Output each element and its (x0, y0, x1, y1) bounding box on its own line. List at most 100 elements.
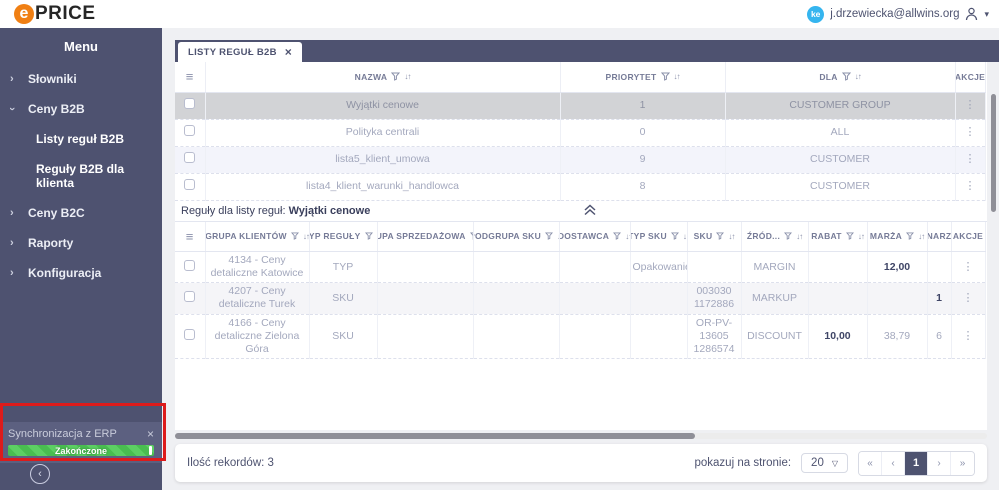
page-size-value: 20 (811, 457, 824, 469)
row-checkbox[interactable] (184, 151, 196, 163)
filter-icon[interactable] (841, 72, 851, 82)
sort-icon[interactable]: ↓↑ (557, 232, 558, 241)
footer-bar: Ilość rekordów: 3 pokazuj na stronie: 20… (175, 444, 987, 482)
sidebar-item-listy-regul-b2b[interactable]: Listy reguł B2B (36, 132, 125, 146)
collapse-section-icon[interactable] (583, 203, 597, 216)
chevron-right-icon: › (10, 73, 14, 85)
row-actions-icon[interactable]: ⋮ (964, 179, 976, 192)
row-checkbox[interactable] (184, 259, 196, 271)
sidebar-item-raporty[interactable]: › Raporty (0, 228, 162, 258)
column-header-akcje: AKCJE (952, 231, 984, 242)
chevron-right-icon: › (10, 237, 14, 249)
row-actions-icon[interactable]: ⋮ (962, 260, 974, 273)
column-header-priorytet[interactable]: PRIORYTET (605, 71, 657, 82)
filter-icon[interactable] (613, 232, 622, 241)
tab-bar: LISTY REGUŁ B2B × (175, 40, 999, 62)
filter-icon[interactable] (364, 232, 373, 241)
sidebar-item-label: Ceny B2B (28, 102, 85, 116)
filter-icon[interactable] (670, 232, 679, 241)
next-page-button[interactable]: › (928, 451, 951, 475)
row-actions-icon[interactable]: ⋮ (962, 291, 974, 304)
table-row[interactable]: 4207 - Ceny detaliczne Turek SKU 003030 … (175, 282, 986, 315)
column-header-marza[interactable]: MARŻA (869, 231, 903, 242)
horizontal-scrollbar-thumb[interactable] (175, 433, 695, 439)
first-page-button[interactable]: « (859, 451, 882, 475)
sort-icon[interactable]: ↓↑ (682, 231, 686, 241)
sidebar-collapse-button[interactable]: ‹ (30, 464, 50, 484)
sort-icon[interactable]: ↓↑ (857, 231, 865, 241)
sidebar-item-reguly-b2b-dla-klienta[interactable]: Reguły B2B dla klienta (36, 162, 125, 190)
close-icon[interactable]: × (146, 427, 154, 441)
sort-icon[interactable]: ↓↑ (302, 231, 309, 241)
filter-icon[interactable] (784, 232, 793, 241)
column-header-narzut[interactable]: NARZ (927, 231, 951, 242)
sidebar-item-label: Słowniki (28, 72, 77, 86)
sort-icon[interactable]: ↓↑ (728, 231, 735, 241)
column-header-dostawca[interactable]: DOSTAWCA (559, 231, 610, 242)
column-header-sku[interactable]: SKU (693, 231, 713, 242)
sidebar-item-ceny-b2b[interactable]: › Ceny B2B (0, 94, 162, 124)
table-row[interactable]: 4166 - Ceny detaliczne Zielona Góra SKU … (175, 314, 986, 359)
sidebar-item-konfiguracja[interactable]: › Konfiguracja (0, 258, 162, 288)
row-actions-icon[interactable]: ⋮ (964, 152, 976, 165)
table-row[interactable]: Wyjątki cenowe 1 CUSTOMER GROUP ⋮ (175, 92, 986, 120)
table-row[interactable]: 4134 - Ceny detaliczne Katowice TYP Opak… (175, 251, 986, 284)
filter-icon[interactable] (391, 72, 401, 82)
sort-icon[interactable]: ↓↑ (673, 72, 681, 82)
dropdown-triangle-icon: ▽ (831, 458, 838, 468)
page-size-label: pokazuj na stronie: (694, 457, 792, 469)
menu-icon[interactable]: ≡ (185, 69, 194, 85)
column-header-typ-reguly[interactable]: TYP REGUŁY (309, 231, 361, 242)
table-row[interactable]: Polityka centrali 0 ALL ⋮ (175, 119, 986, 147)
sort-icon[interactable]: ↓↑ (625, 231, 629, 241)
column-header-dla[interactable]: DLA (819, 71, 838, 82)
progress-remainder (149, 446, 152, 455)
user-email: j.drzewiecka@allwins.org (830, 8, 960, 20)
column-header-typ-sku[interactable]: TYP SKU (630, 231, 667, 242)
column-header-podgrupa-sku[interactable]: PODGRUPA SKU (473, 231, 542, 242)
column-header-zrodlo[interactable]: ŹRÓD... (746, 231, 781, 242)
sort-icon[interactable]: ↓↑ (854, 72, 862, 82)
filter-icon[interactable] (716, 232, 725, 241)
row-checkbox[interactable] (184, 328, 196, 340)
tab-listy-regul-b2b[interactable]: LISTY REGUŁ B2B × (178, 42, 303, 62)
tab-close-icon[interactable]: × (284, 45, 293, 59)
sort-icon[interactable]: ↓↑ (918, 231, 925, 241)
row-checkbox[interactable] (184, 97, 196, 109)
sidebar-item-ceny-b2c[interactable]: › Ceny B2C (0, 198, 162, 228)
row-checkbox[interactable] (184, 178, 196, 190)
filter-icon[interactable] (906, 232, 915, 241)
sort-icon[interactable]: ↓↑ (404, 72, 411, 82)
column-header-nazwa[interactable]: NAZWA (354, 71, 388, 82)
filter-icon[interactable] (545, 232, 554, 241)
row-actions-icon[interactable]: ⋮ (964, 125, 976, 138)
filter-icon[interactable] (845, 232, 854, 241)
sync-status-label: Zakończone (54, 445, 107, 456)
table-row[interactable]: lista5_klient_umowa 9 CUSTOMER ⋮ (175, 146, 986, 174)
eprice-logo: e PRICE (14, 3, 96, 25)
menu-icon[interactable]: ≡ (185, 228, 194, 244)
column-header-rabat[interactable]: RABAT (811, 231, 842, 242)
column-header-grupa-sprzedazowa[interactable]: GRUPA SPRZEDAŻOWA (377, 231, 466, 242)
row-actions-icon[interactable]: ⋮ (964, 98, 976, 111)
column-header-grupa-klientow[interactable]: GRUPA KLIENTÓW (205, 231, 287, 242)
sidebar-item-slowniki[interactable]: › Słowniki (0, 64, 162, 94)
sort-icon[interactable]: ↓↑ (796, 231, 803, 241)
user-menu[interactable]: ke j.drzewiecka@allwins.org ▾ (807, 5, 989, 23)
prev-page-button[interactable]: ‹ (882, 451, 905, 475)
page-number-button[interactable]: 1 (905, 451, 928, 475)
page-size-select[interactable]: 20 ▽ (801, 453, 848, 473)
filter-icon[interactable] (660, 72, 670, 82)
rules-section-label: Reguły dla listy reguł: (181, 204, 289, 217)
vertical-scrollbar[interactable] (991, 94, 996, 212)
filter-icon[interactable] (290, 232, 299, 241)
top-bar: e PRICE ke j.drzewiecka@allwins.org ▾ (0, 0, 999, 28)
table-row[interactable]: lista4_klient_warunki_handlowca 8 CUSTOM… (175, 173, 986, 201)
chevron-right-icon: › (10, 267, 14, 279)
last-page-button[interactable]: » (951, 451, 974, 475)
horizontal-scrollbar[interactable] (175, 433, 987, 439)
row-actions-icon[interactable]: ⋮ (962, 329, 974, 342)
row-checkbox[interactable] (184, 124, 196, 136)
row-checkbox[interactable] (184, 290, 196, 302)
sidebar: Menu › Słowniki › Ceny B2B Listy reguł B… (0, 28, 162, 490)
